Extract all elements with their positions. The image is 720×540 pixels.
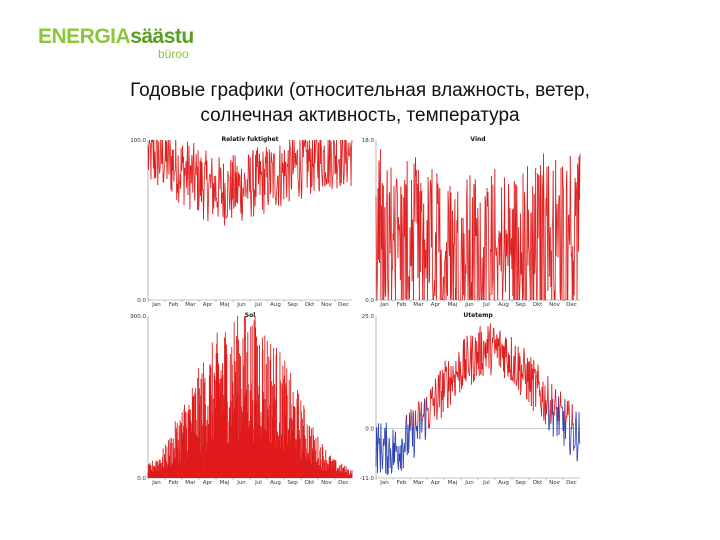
logo-subtitle: büroo [158, 47, 189, 61]
chart-3-xtick-label: Jan [379, 480, 389, 486]
chart-2-xtick-label: Dec [338, 480, 349, 486]
chart-0-xtick-label: Apr [203, 302, 213, 308]
chart-0-xtick-label: Okt [305, 302, 316, 308]
logo: ENERGIAsäästu büroo [38, 26, 194, 61]
chart-3-xtick-label: Mar [413, 480, 424, 486]
chart-0-xtick-label: Mar [185, 302, 196, 308]
chart-1-xtick-label: Jan [379, 302, 389, 308]
chart-1-xtick-label: Sep [515, 302, 526, 308]
logo-part1: ENERGIA [38, 25, 131, 48]
chart-1-xtick-label: Jun [464, 302, 474, 308]
chart-2-ytick-label: 900.0 [130, 314, 146, 320]
chart-2-xtick-label: Feb [169, 480, 179, 486]
chart-3-xtick-label: Maj [448, 480, 458, 486]
chart-1-xtick-label: Maj [448, 302, 458, 308]
chart-3-ytick-label: -11.0 [360, 476, 375, 482]
chart-2-xtick-label: Jan [151, 480, 161, 486]
chart-3-xtick-label: Aug [498, 480, 509, 486]
chart-1-xtick-label: Apr [431, 302, 441, 308]
chart-0-xtick-label: Jun [236, 302, 246, 308]
chart-0-xtick-label: Jul [254, 302, 262, 308]
chart-2-xtick-label: Aug [270, 480, 281, 486]
chart-1-ytick-label: 18.0 [362, 138, 375, 144]
chart-1-xtick-label: Okt [533, 302, 544, 308]
chart-3-xtick-label: Okt [533, 480, 544, 486]
chart-3-ytick-label: 25.0 [362, 314, 375, 320]
chart-2-xtick-label: Mar [185, 480, 196, 486]
chart-2-xtick-label: Maj [220, 480, 230, 486]
chart-1-title: Vind [470, 136, 485, 143]
chart-0-xtick-label: Jan [151, 302, 161, 308]
chart-0-xtick-label: Sep [287, 302, 298, 308]
chart-0-xtick-label: Aug [270, 302, 281, 308]
chart-3-xtick-label: Sep [515, 480, 526, 486]
chart-1-xtick-label: Nov [549, 302, 560, 308]
chart-2-title: Sol [245, 312, 256, 319]
chart-2-xtick-label: Sep [287, 480, 298, 486]
chart-0-ytick-label: 0.0 [137, 298, 146, 304]
chart-2-xtick-label: Jun [236, 480, 246, 486]
chart-3-xtick-label: Jun [464, 480, 474, 486]
chart-1-ytick-label: 0.0 [365, 298, 374, 304]
chart-0-xtick-label: Dec [338, 302, 349, 308]
chart-1-xtick-label: Feb [397, 302, 407, 308]
chart-3-xtick-label: Feb [397, 480, 407, 486]
chart-3-xtick-label: Jul [482, 480, 490, 486]
slide-title-line2: солнечная активность, температура [200, 105, 520, 126]
chart-2-xtick-label: Nov [321, 480, 332, 486]
chart-0-ytick-label: 100.0 [130, 138, 146, 144]
logo-part2: säästu [130, 25, 194, 48]
chart-2-xtick-label: Jul [254, 480, 262, 486]
chart-2-xtick-label: Okt [305, 480, 316, 486]
chart-1-xtick-label: Jul [482, 302, 490, 308]
slide-title-line1: Годовые графики (относительная влажность… [130, 80, 590, 101]
chart-0-xtick-label: Nov [321, 302, 332, 308]
logo-wordmark: ENERGIAsäästu [38, 26, 194, 48]
slide-title: Годовые графики (относительная влажность… [0, 78, 720, 128]
chart-0-xtick-label: Feb [169, 302, 179, 308]
chart-0-title: Relativ fuktighet [221, 136, 278, 143]
chart-3-ytick-label: 0.0 [365, 427, 374, 433]
chart-2-xtick-label: Apr [203, 480, 213, 486]
chart-1-xtick-label: Mar [413, 302, 424, 308]
chart-2-ytick-label: 0.0 [137, 476, 146, 482]
chart-3-xtick-label: Dec [566, 480, 577, 486]
chart-3-xtick-label: Apr [431, 480, 441, 486]
chart-3-xtick-label: Nov [549, 480, 560, 486]
chart-3-title: Utetemp [463, 312, 493, 319]
chart-1-xtick-label: Dec [566, 302, 577, 308]
chart-0-xtick-label: Maj [220, 302, 230, 308]
chart-1-xtick-label: Aug [498, 302, 509, 308]
